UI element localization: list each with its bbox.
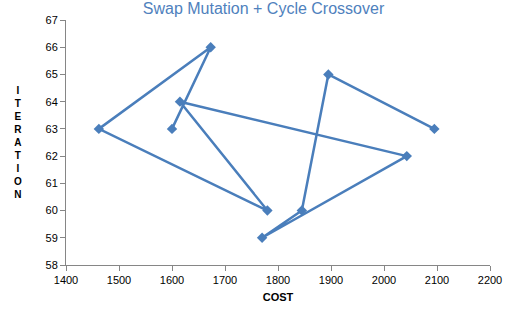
svg-text:COST: COST — [263, 291, 294, 303]
svg-text:60: 60 — [46, 204, 58, 216]
svg-text:61: 61 — [46, 177, 58, 189]
svg-text:1600: 1600 — [160, 274, 184, 286]
svg-text:1800: 1800 — [266, 274, 290, 286]
svg-text:2100: 2100 — [425, 274, 449, 286]
svg-text:1700: 1700 — [213, 274, 237, 286]
svg-text:65: 65 — [46, 68, 58, 80]
svg-text:64: 64 — [46, 96, 58, 108]
svg-text:2200: 2200 — [478, 274, 502, 286]
svg-text:58: 58 — [46, 259, 58, 271]
svg-text:63: 63 — [46, 123, 58, 135]
svg-text:ITERATION: ITERATION — [14, 85, 22, 200]
svg-text:1500: 1500 — [107, 274, 131, 286]
svg-text:2000: 2000 — [372, 274, 396, 286]
svg-text:59: 59 — [46, 232, 58, 244]
svg-text:67: 67 — [46, 14, 58, 26]
svg-text:66: 66 — [46, 41, 58, 53]
svg-text:62: 62 — [46, 150, 58, 162]
svg-text:Swap Mutation + Cycle Crossove: Swap Mutation + Cycle Crossover — [143, 0, 385, 17]
svg-text:1900: 1900 — [319, 274, 343, 286]
svg-text:1400: 1400 — [54, 274, 78, 286]
